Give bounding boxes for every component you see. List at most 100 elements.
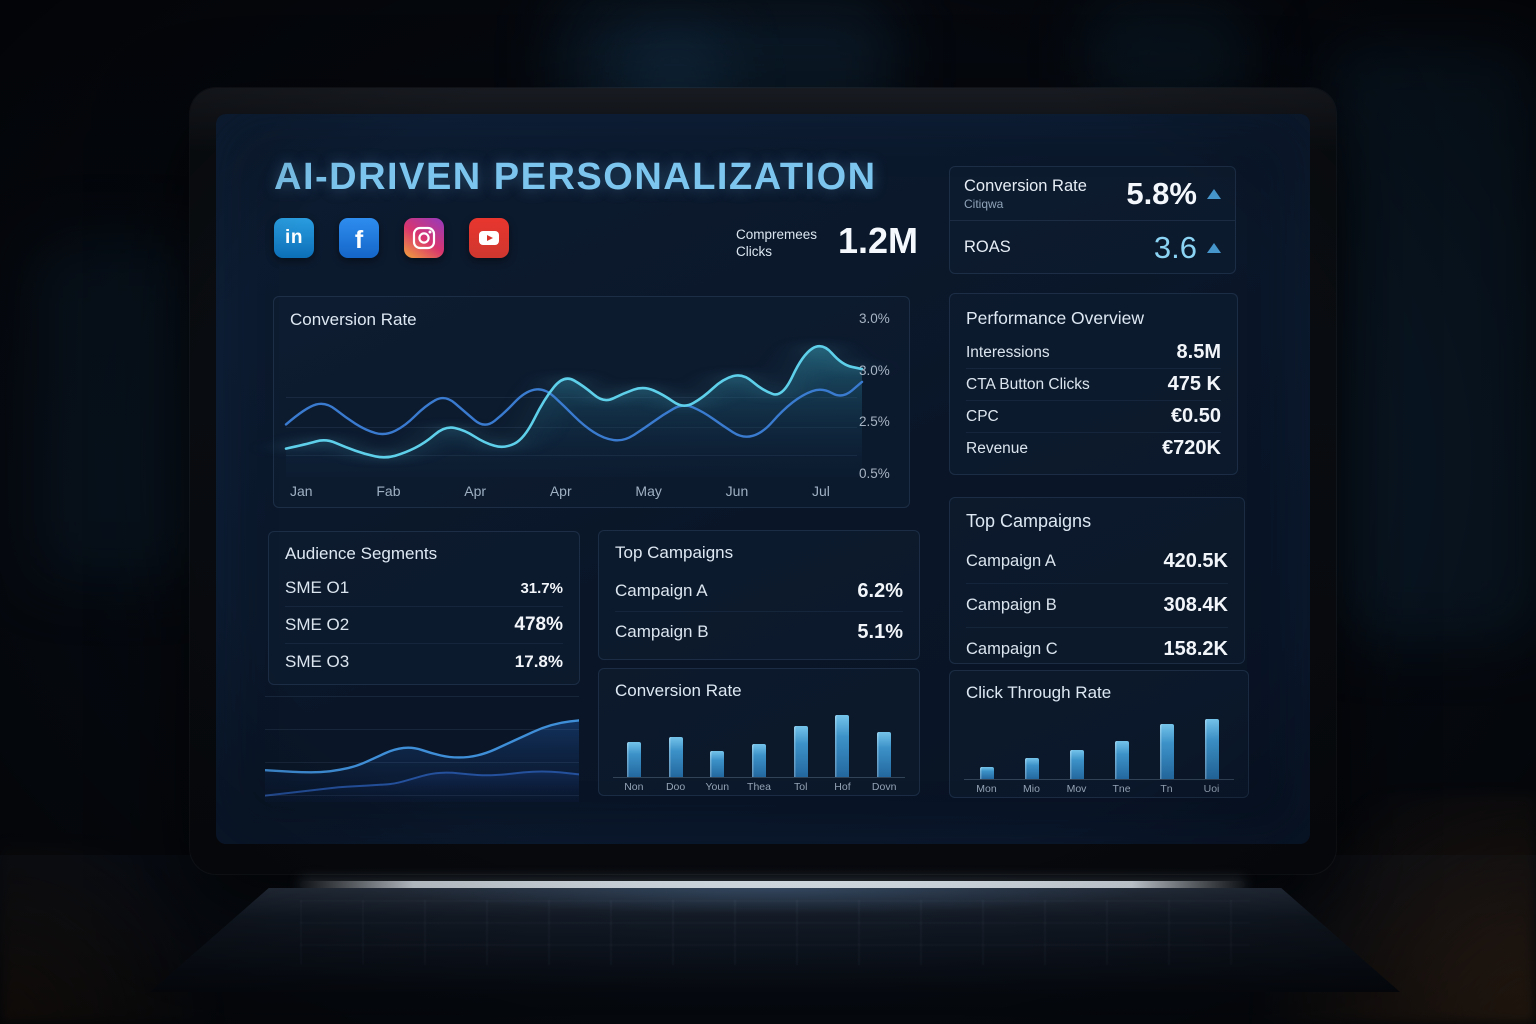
bars bbox=[964, 715, 1234, 780]
page-title: AI-DRIVEN PERSONALIZATION bbox=[274, 156, 877, 198]
social-icon-row: in f bbox=[274, 218, 509, 258]
y-tick: 3.0% bbox=[859, 362, 890, 378]
metric-row: CTA Button Clicks 475 K bbox=[966, 368, 1221, 400]
metric-row: Interessions 8.5M bbox=[966, 341, 1221, 363]
bar-label: Uoi bbox=[1203, 783, 1220, 795]
x-tick: Apr bbox=[464, 483, 487, 499]
chart-title: Conversion Rate bbox=[290, 310, 417, 329]
x-tick: May bbox=[635, 483, 662, 499]
campaign-row: Campaign B 308.4K bbox=[966, 583, 1228, 627]
segment-row: SME O3 17.8% bbox=[285, 643, 563, 680]
kpi-label: Conversion Rate bbox=[964, 176, 1087, 195]
bar-label: Non bbox=[624, 781, 644, 793]
kpi-conversion-rate: Conversion Rate Citiqwa 5.8% bbox=[950, 167, 1235, 220]
panel-title: Audience Segments bbox=[285, 544, 438, 563]
x-tick: Jun bbox=[725, 483, 749, 499]
instagram-icon[interactable] bbox=[404, 218, 444, 258]
youtube-icon[interactable] bbox=[469, 218, 509, 258]
bar-label: Youn bbox=[705, 781, 730, 793]
bar-labels: Non Doo Youn Thea Tol Hof Dovn bbox=[613, 781, 905, 793]
bar-label: Doo bbox=[665, 781, 686, 793]
bar-column bbox=[1189, 715, 1234, 779]
bar-labels: Mon Mio Mov Tne Tn Uoi bbox=[964, 783, 1234, 795]
bar bbox=[1069, 750, 1084, 779]
bar-column bbox=[1054, 715, 1099, 779]
background-bokeh bbox=[1330, 40, 1536, 640]
bar bbox=[979, 767, 994, 779]
bar bbox=[752, 743, 767, 777]
bar-column bbox=[1099, 715, 1144, 779]
bar-column bbox=[613, 713, 655, 777]
top-campaigns-right-panel: Top Campaigns Campaign A 420.5K Campaign… bbox=[949, 497, 1245, 664]
bar-label: Dovn bbox=[871, 781, 897, 793]
panel-title: Performance Overview bbox=[966, 308, 1144, 328]
bar-label: Thea bbox=[747, 781, 771, 793]
clicks-metric-label: Compremees Clicks bbox=[736, 227, 818, 259]
laptop-bezel: AI-DRIVEN PERSONALIZATION in f bbox=[190, 88, 1336, 874]
bar bbox=[1159, 723, 1174, 779]
bar-column bbox=[863, 713, 905, 777]
kpi-roas: ROAS 3.6 bbox=[950, 220, 1235, 274]
x-tick: Apr bbox=[549, 483, 572, 499]
y-tick: 3.0% bbox=[859, 311, 890, 326]
kpi-sublabel: Citiqwa bbox=[964, 196, 1004, 211]
y-tick: 0.5% bbox=[859, 465, 890, 481]
x-axis-ticks: Jan Fab Apr Apr May Jun Jul bbox=[290, 483, 830, 499]
bar-label: Hof bbox=[834, 781, 851, 793]
facebook-icon[interactable]: f bbox=[339, 218, 379, 258]
gridline bbox=[265, 795, 579, 796]
x-tick: Fab bbox=[376, 483, 401, 499]
clicks-metric-value: 1.2M bbox=[838, 220, 919, 261]
line-plot bbox=[286, 335, 862, 477]
metric-row: CPC €0.50 bbox=[966, 400, 1221, 432]
bar bbox=[710, 751, 725, 777]
bar-label: Mov bbox=[1066, 783, 1087, 795]
top-campaigns-mid-panel: Top Campaigns Campaign A 6.2% Campaign B… bbox=[598, 530, 920, 660]
bar-column bbox=[1009, 715, 1054, 779]
x-tick: Jan bbox=[290, 483, 313, 499]
bar-label: Tn bbox=[1160, 783, 1173, 795]
trend-up-icon bbox=[1207, 188, 1221, 199]
click-through-rate-bar-chart: Click Through Rate Mon Mio Mov Tne Tn Uoi bbox=[949, 670, 1249, 798]
chart-title: Click Through Rate bbox=[966, 683, 1112, 702]
bar-column bbox=[738, 713, 780, 777]
keyboard-keys bbox=[300, 900, 1250, 965]
x-tick: Jul bbox=[812, 483, 830, 499]
gridline bbox=[265, 729, 579, 730]
bar-column bbox=[964, 715, 1009, 779]
bar-label: Tne bbox=[1112, 783, 1131, 795]
metric-row: Revenue €720K bbox=[966, 432, 1221, 464]
bar-column bbox=[655, 713, 697, 777]
bar-column bbox=[696, 713, 738, 777]
linkedin-icon[interactable]: in bbox=[274, 218, 314, 258]
gridline bbox=[265, 696, 579, 697]
bar bbox=[1204, 718, 1219, 779]
bar bbox=[835, 714, 850, 777]
campaign-row: Campaign C 158.2K bbox=[966, 627, 1228, 671]
audience-segments-panel: Audience Segments SME O1 31.7% SME O2 47… bbox=[268, 531, 580, 685]
laptop-hinge bbox=[300, 881, 1245, 888]
segment-row: SME O2 478% bbox=[285, 606, 563, 643]
kpi-value: 5.8% bbox=[1126, 175, 1197, 211]
bar-column bbox=[1144, 715, 1189, 779]
panel-title: Top Campaigns bbox=[615, 543, 734, 562]
chart-title: Conversion Rate bbox=[615, 681, 742, 700]
bars bbox=[613, 713, 905, 778]
laptop-keyboard-deck bbox=[150, 888, 1400, 992]
bar bbox=[626, 741, 641, 777]
conversion-rate-line-chart: Conversion Rate 3.0% 3.0% 2.5% 0.5% Jan Fab A… bbox=[273, 296, 910, 508]
bar bbox=[668, 736, 683, 777]
campaign-row: Campaign B 5.1% bbox=[615, 611, 903, 652]
kpi-panel: Conversion Rate Citiqwa 5.8% ROAS 3.6 bbox=[949, 166, 1236, 274]
bar-column bbox=[822, 713, 864, 777]
y-tick: 2.5% bbox=[859, 414, 890, 430]
kpi-value: 3.6 bbox=[1153, 229, 1197, 265]
bar bbox=[877, 732, 892, 777]
kpi-label: ROAS bbox=[964, 238, 1011, 256]
bar-column bbox=[780, 713, 822, 777]
trend-up-icon bbox=[1207, 242, 1221, 253]
segment-row: SME O1 31.7% bbox=[285, 578, 563, 597]
panel-title: Top Campaigns bbox=[966, 511, 1092, 531]
bar-label: Mio bbox=[1023, 783, 1040, 795]
